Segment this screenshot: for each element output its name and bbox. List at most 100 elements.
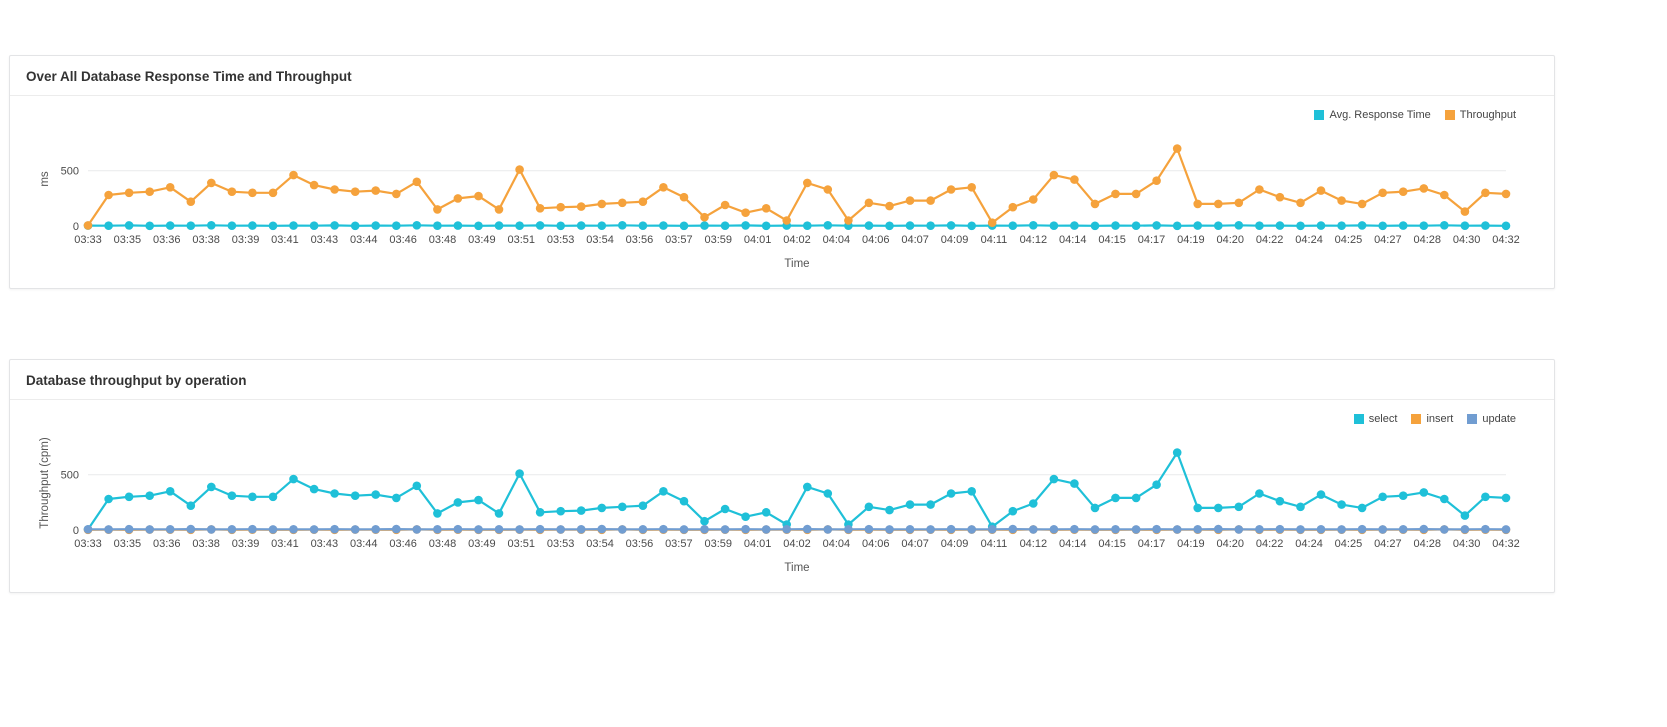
data-point[interactable] [597,199,607,209]
data-point[interactable] [1378,492,1387,502]
data-point[interactable] [885,201,894,211]
data-point[interactable] [1275,496,1285,506]
data-point[interactable] [1152,176,1161,185]
data-point[interactable] [186,197,196,206]
data-point[interactable] [392,524,401,534]
data-point[interactable] [741,512,750,521]
data-point[interactable] [618,502,627,512]
data-point[interactable] [1090,221,1100,231]
data-point[interactable] [659,221,668,230]
data-point[interactable] [1214,199,1223,209]
data-point[interactable] [1460,221,1470,230]
data-point[interactable] [1070,479,1079,488]
data-point[interactable] [268,221,278,231]
data-point[interactable] [1111,525,1120,534]
data-point[interactable] [1131,493,1141,503]
data-point[interactable] [289,525,298,534]
data-point[interactable] [1049,525,1059,534]
data-point[interactable] [1070,175,1079,184]
legend-item[interactable]: Avg. Response Time [1314,109,1431,121]
data-point[interactable] [967,221,976,231]
data-point[interactable] [227,187,237,196]
data-point[interactable] [165,525,175,534]
data-point[interactable] [905,500,915,509]
data-point[interactable] [576,202,586,211]
data-point[interactable] [535,221,545,230]
data-point[interactable] [124,221,134,230]
data-point[interactable] [1296,221,1305,231]
data-point[interactable] [1008,221,1018,230]
data-point[interactable] [186,501,196,510]
data-point[interactable] [535,524,545,534]
data-point[interactable] [227,525,237,534]
data-point[interactable] [556,525,565,534]
data-point[interactable] [803,482,812,492]
data-point[interactable] [248,492,257,502]
data-point[interactable] [700,221,709,230]
data-point[interactable] [1193,199,1202,209]
data-point[interactable] [392,493,401,503]
data-point[interactable] [823,525,833,534]
data-point[interactable] [556,506,565,516]
data-point[interactable] [638,221,648,230]
data-point[interactable] [823,489,833,498]
data-point[interactable] [515,525,524,534]
data-point[interactable] [1008,524,1018,534]
data-point[interactable] [248,188,257,198]
data-point[interactable] [1255,185,1264,194]
data-point[interactable] [597,503,607,513]
data-point[interactable] [1172,448,1182,457]
data-point[interactable] [1440,525,1449,534]
data-point[interactable] [350,221,360,231]
data-point[interactable] [145,525,154,534]
data-point[interactable] [926,500,935,509]
data-point[interactable] [1501,221,1511,231]
data-point[interactable] [207,525,216,534]
data-point[interactable] [186,524,196,534]
data-point[interactable] [823,185,833,194]
data-point[interactable] [535,508,545,517]
data-point[interactable] [1296,198,1305,208]
data-point[interactable] [1214,524,1223,534]
data-point[interactable] [926,525,935,534]
data-point[interactable] [1172,221,1182,231]
data-point[interactable] [597,221,607,230]
data-point[interactable] [309,221,319,230]
data-point[interactable] [679,496,689,506]
data-point[interactable] [1501,525,1511,534]
data-point[interactable] [453,524,463,534]
data-point[interactable] [1398,491,1408,500]
data-point[interactable] [1275,524,1285,534]
data-point[interactable] [803,178,812,188]
data-point[interactable] [1419,488,1429,497]
data-point[interactable] [494,525,504,534]
data-point[interactable] [967,487,976,496]
data-point[interactable] [967,183,976,192]
data-point[interactable] [987,218,997,227]
data-point[interactable] [987,525,997,534]
legend-item[interactable]: Throughput [1444,109,1516,121]
data-point[interactable] [576,506,586,515]
data-point[interactable] [289,170,298,180]
data-point[interactable] [433,221,442,230]
data-point[interactable] [515,165,524,174]
data-point[interactable] [227,221,237,230]
data-point[interactable] [1419,524,1429,534]
data-point[interactable] [1419,221,1429,230]
data-point[interactable] [124,492,134,502]
legend-item[interactable]: update [1467,413,1516,425]
data-point[interactable] [104,190,113,200]
data-point[interactable] [474,221,483,231]
data-point[interactable] [268,525,278,534]
legend-item[interactable]: insert [1411,413,1453,425]
data-point[interactable] [474,525,483,534]
data-point[interactable] [392,221,401,230]
data-point[interactable] [638,501,648,510]
data-point[interactable] [350,187,360,196]
data-point[interactable] [864,524,874,534]
data-point[interactable] [412,177,422,187]
data-point[interactable] [905,221,915,230]
data-point[interactable] [1460,207,1470,216]
data-point[interactable] [782,216,791,225]
data-point[interactable] [1296,502,1305,512]
